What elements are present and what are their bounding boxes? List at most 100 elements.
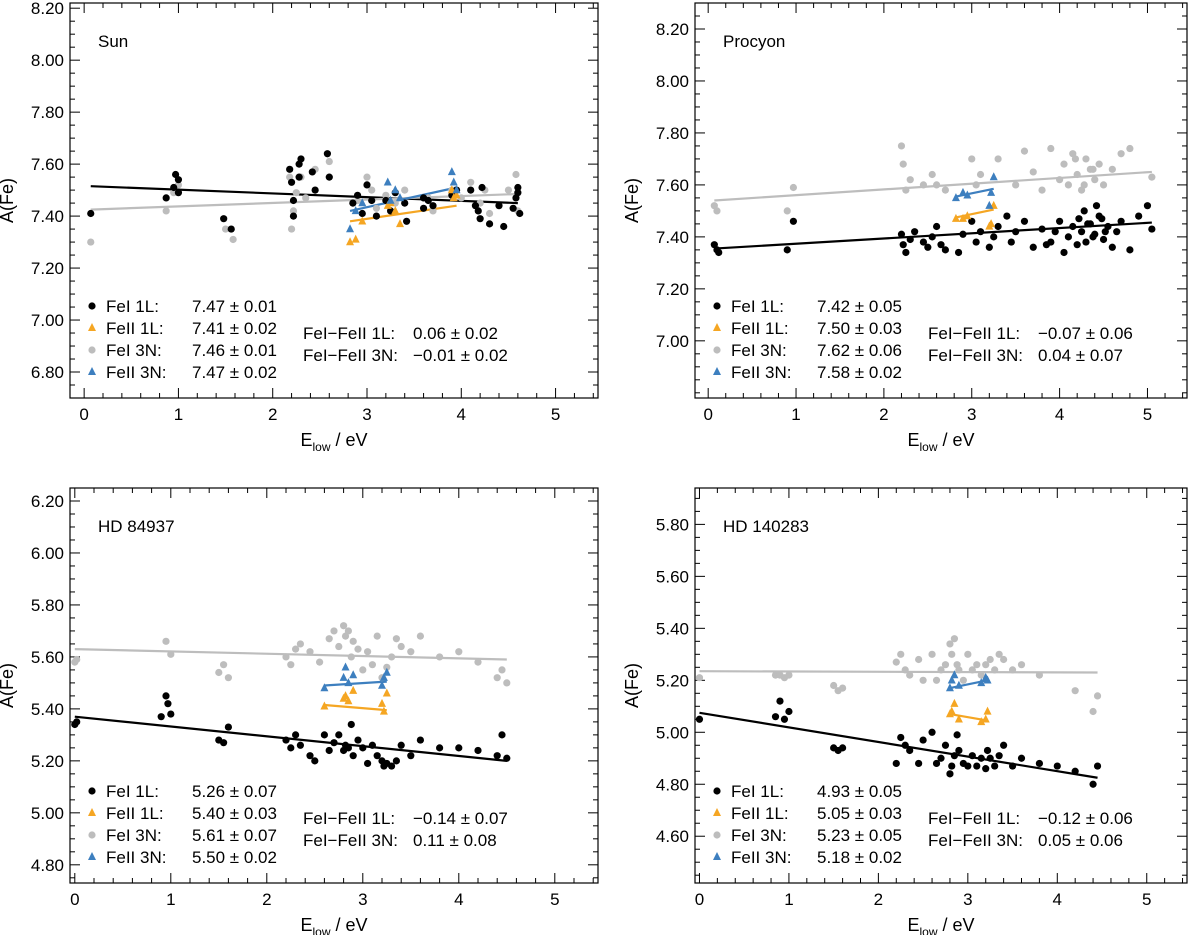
legend-entry-feii-3n: FeII 3N: 7.58 ± 0.02 xyxy=(713,363,902,382)
point-fei-3n xyxy=(1035,671,1043,679)
point-fei-1l xyxy=(1007,238,1015,246)
point-feii-3n xyxy=(378,680,386,689)
point-feii-1l xyxy=(951,213,960,222)
point-fei-3n xyxy=(325,635,333,643)
point-fei-1l xyxy=(364,759,372,768)
point-fei-1l xyxy=(955,746,963,755)
point-fei-1l xyxy=(514,183,522,192)
point-fei-1l xyxy=(899,241,907,249)
difference-value: −0.12 ± 0.06 xyxy=(1038,809,1133,828)
legend-entry-fei-1l: FeI 1L: 7.47 ± 0.01 xyxy=(88,297,277,316)
point-fei-3n xyxy=(416,632,424,640)
point-fei-3n xyxy=(897,142,906,150)
point-fei-3n xyxy=(1071,155,1080,163)
y-tick-label: 5.80 xyxy=(31,596,64,615)
x-tick-label: 0 xyxy=(70,890,79,909)
point-fei-1l xyxy=(948,762,956,770)
legend-marker-circle xyxy=(713,787,721,795)
point-fei-1l xyxy=(985,243,993,251)
legend-entry-fei-1l: FeI 1L: 5.26 ± 0.07 xyxy=(88,782,277,801)
point-fei-1l xyxy=(892,759,900,768)
point-fei-1l xyxy=(485,220,494,228)
legend-label: FeI 3N: xyxy=(731,341,787,360)
point-fei-3n xyxy=(1064,181,1072,189)
point-fei-1l xyxy=(289,196,298,205)
point-fei-3n xyxy=(901,666,909,674)
difference-value: 0.05 ± 0.06 xyxy=(1038,831,1123,850)
point-fei-1l xyxy=(323,150,331,158)
difference-label: FeI−FeII 3N: xyxy=(303,346,398,365)
legend-entry-fei-3n: FeI 3N: 5.61 ± 0.07 xyxy=(88,826,277,845)
y-tick-label: 8.00 xyxy=(656,72,689,91)
legend-value: 7.47 ± 0.02 xyxy=(192,363,277,382)
point-feii-1l xyxy=(396,219,404,228)
y-tick-label: 8.20 xyxy=(31,0,64,18)
legend-marker-triangle xyxy=(713,808,721,816)
legend-entry-feii-1l: FeII 1L: 7.50 ± 0.03 xyxy=(713,319,902,338)
point-fei-1l xyxy=(358,209,366,218)
x-axis-label: Elow / eV xyxy=(907,430,974,454)
point-fei-1l xyxy=(363,181,371,189)
legend-label: FeII 3N: xyxy=(106,363,166,382)
point-fei-1l xyxy=(1089,780,1097,788)
point-fei-3n xyxy=(287,661,295,669)
point-fei-1l xyxy=(1135,212,1143,220)
point-fei-1l xyxy=(1060,248,1068,257)
difference-value: −0.07 ± 0.06 xyxy=(1038,324,1133,343)
point-fei-1l xyxy=(780,715,789,723)
point-fei-1l xyxy=(495,202,503,210)
point-feii-1l xyxy=(346,237,355,246)
point-fei-1l xyxy=(990,233,998,241)
point-fei-1l xyxy=(994,222,1002,231)
point-fei-1l xyxy=(911,228,919,236)
plot-frame xyxy=(694,2,1188,399)
legend-entry-fei-3n: FeI 3N: 7.62 ± 0.06 xyxy=(713,341,902,360)
point-fei-3n xyxy=(292,645,300,653)
legend-label: FeII 1L: xyxy=(106,319,164,338)
point-fei-1l xyxy=(783,246,791,254)
legend-marker-triangle xyxy=(88,323,96,331)
point-fei-3n xyxy=(695,674,704,682)
point-fei-3n xyxy=(485,209,494,218)
point-fei-3n xyxy=(991,666,999,674)
x-tick-label: 0 xyxy=(79,405,88,424)
x-tick-label: 1 xyxy=(791,405,800,424)
legend-label: FeI 1L: xyxy=(106,297,159,316)
point-feii-1l xyxy=(391,206,400,215)
x-tick-label: 5 xyxy=(1142,890,1151,909)
difference-annotation: FeI−FeII 1L: −0.14 ± 0.07 xyxy=(303,809,508,828)
point-fei-1l xyxy=(286,165,294,173)
point-fei-3n xyxy=(995,650,1003,658)
point-fei-3n xyxy=(928,650,936,658)
difference-value: 0.06 ± 0.02 xyxy=(413,324,498,343)
point-feii-3n xyxy=(983,675,992,684)
plot-frame xyxy=(694,487,1188,884)
point-feii-3n xyxy=(341,662,350,671)
point-fei-3n xyxy=(306,648,314,656)
point-fei-3n xyxy=(302,194,310,202)
x-tick-label: 5 xyxy=(551,405,560,424)
point-fei-1l xyxy=(953,731,961,739)
point-fei-1l xyxy=(1000,741,1008,749)
point-fei-1l xyxy=(968,752,976,760)
point-fei-1l xyxy=(359,744,367,752)
fit-line-feii-3n xyxy=(349,186,457,212)
point-fei-1l xyxy=(937,754,945,762)
point-fei-1l xyxy=(397,741,405,749)
point-fei-3n xyxy=(289,207,298,215)
legend-marker-circle xyxy=(713,831,721,839)
point-fei-1l xyxy=(373,752,381,760)
y-tick-label: 7.20 xyxy=(31,259,64,278)
fit-line-fei-3n xyxy=(74,648,507,661)
point-fei-3n xyxy=(220,661,228,669)
point-fei-3n xyxy=(959,676,967,684)
legend-entry-feii-1l: FeII 1L: 5.05 ± 0.03 xyxy=(713,804,902,823)
x-tick-label: 3 xyxy=(358,890,367,909)
panel-title: HD 140283 xyxy=(723,517,809,536)
y-tick-label: 7.40 xyxy=(656,228,689,247)
point-fei-3n xyxy=(1089,165,1097,173)
y-tick-label: 5.60 xyxy=(656,567,689,586)
point-fei-1l xyxy=(1071,767,1079,775)
point-fei-3n xyxy=(87,238,95,246)
point-fei-1l xyxy=(368,196,376,205)
